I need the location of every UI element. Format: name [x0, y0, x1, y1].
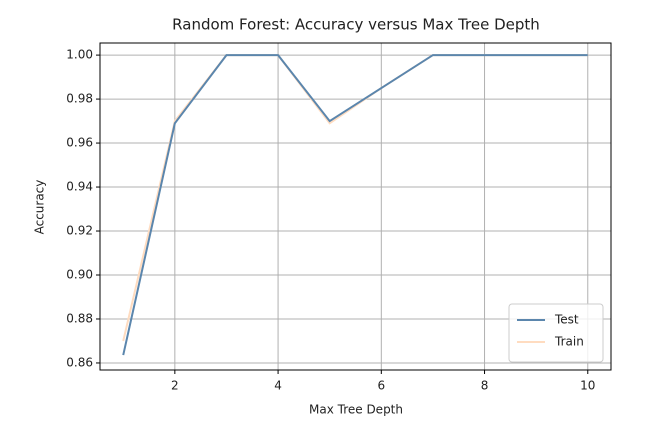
y-tick-label: 0.90	[66, 268, 93, 282]
y-tick-label: 0.96	[66, 136, 93, 150]
legend-box	[508, 303, 604, 363]
x-axis-label: Max Tree Depth	[309, 403, 403, 417]
y-tick-label: 0.94	[66, 180, 93, 194]
y-tick-label: 0.98	[66, 92, 93, 106]
y-tick-label: 0.88	[66, 311, 93, 325]
y-tick-label: 1.00	[66, 48, 93, 62]
x-tick-label: 6	[377, 379, 385, 393]
x-tick-label: 8	[481, 379, 489, 393]
legend-label: Train	[554, 335, 584, 349]
y-axis-label: Accuracy	[33, 180, 47, 235]
data-line	[122, 54, 588, 356]
legend-label: Test	[554, 313, 579, 327]
y-tick-label: 0.86	[66, 355, 93, 369]
plot-frame	[99, 42, 612, 371]
x-tick-label: 10	[580, 379, 595, 393]
x-tick-label: 2	[171, 379, 179, 393]
x-tick-label: 4	[274, 379, 282, 393]
chart-title: Random Forest: Accuracy versus Max Tree …	[172, 16, 540, 34]
y-tick-label: 0.92	[66, 224, 93, 238]
